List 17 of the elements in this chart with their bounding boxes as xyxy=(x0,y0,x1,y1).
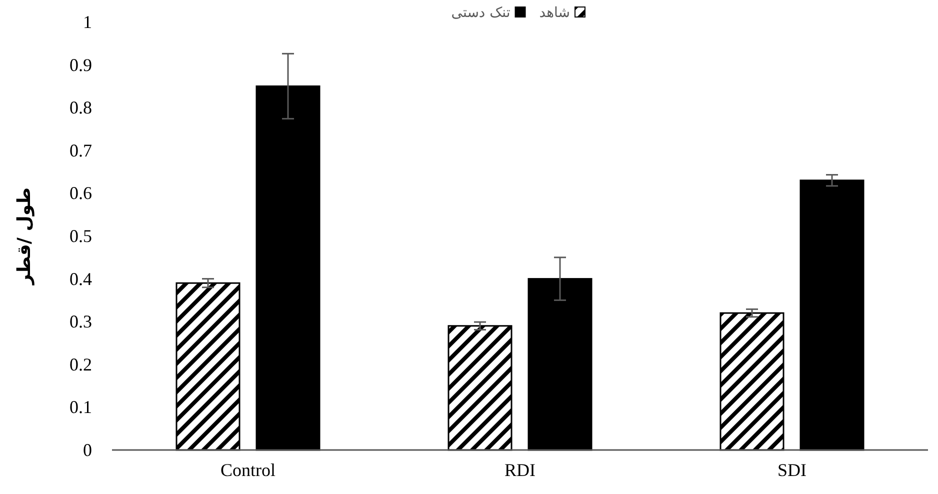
ylabel: طول /قطر xyxy=(14,187,35,285)
legend-label: تنک دستی xyxy=(451,5,510,21)
y-tick-label: 0 xyxy=(83,440,92,460)
y-tick-label: 0.5 xyxy=(70,226,92,246)
y-tick-label: 0.9 xyxy=(70,54,92,75)
y-tick-label: 0.1 xyxy=(70,397,92,418)
xtick: SDI xyxy=(778,460,806,480)
y-tick-label: 0.3 xyxy=(70,312,92,332)
legend-label: شاهد xyxy=(539,5,570,21)
xtick: Control xyxy=(220,460,276,480)
xtick: RDI xyxy=(504,460,536,480)
y-tick-label: 0.2 xyxy=(70,354,92,374)
y-tick-label: 0.7 xyxy=(70,140,92,160)
y-tick-label: 0.8 xyxy=(70,98,92,118)
y-tick-label: 0.6 xyxy=(70,183,92,204)
y-tick-label: 1 xyxy=(83,12,92,32)
y-tick-label: 0.4 xyxy=(70,268,92,289)
